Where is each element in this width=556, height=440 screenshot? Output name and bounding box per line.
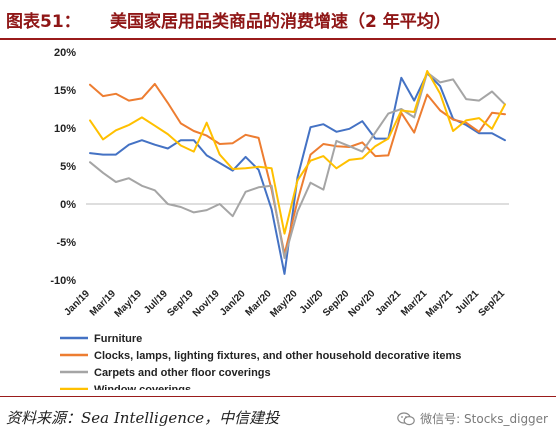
wechat-icon [397,411,415,425]
legend-label: Carpets and other floor coverings [94,367,271,379]
x-tick-label: Sep/21 [477,288,508,319]
series-line-1 [89,72,506,275]
x-tick-label: May/19 [113,288,145,320]
y-tick-label: 10% [54,123,76,135]
watermark: 微信号: Stocks_digger [397,410,548,427]
x-tick-label: Nov/20 [346,288,377,319]
y-tick-label: 20% [54,47,76,59]
legend: Furniture Clocks, lamps, lighting fixture… [60,333,461,390]
x-tick-label: Sep/20 [321,288,352,319]
figure-title-bar: 图表51： 美国家居用品类商品的消费增速（2 年平均） [0,0,556,40]
x-tick-label: Sep/19 [165,288,196,319]
figure-label: 图表51： [6,12,81,32]
series-line-3 [89,71,506,259]
x-tick-label: Jan/19 [62,288,92,318]
y-tick-label: 5% [60,161,76,173]
x-tick-label: May/20 [268,288,300,320]
source-note: 资料来源：Sea Intelligence，中信建投 [6,409,280,427]
x-tick-label: Jan/21 [374,288,404,318]
y-tick-label: 15% [54,85,76,97]
y-axis: 20% 15% 10% 5% 0% -5% -10% [50,47,76,287]
y-tick-label: -5% [56,237,76,249]
line-chart: 20%15%10%5%0%-5%-10% Jan/19Mar/19May/19J… [50,47,509,390]
series-lines [89,70,506,275]
legend-label: Window coverings [94,384,191,390]
series-line-2 [89,82,506,256]
y-tick-label: -10% [50,275,76,287]
x-tick-label: Jan/20 [218,288,248,318]
legend-label: Furniture [94,333,142,345]
legend-label: Clocks, lamps, lighting fixtures, and ot… [94,350,461,362]
figure-title: 美国家居用品类商品的消费增速（2 年平均） [110,12,451,32]
series-line-4 [89,70,506,235]
watermark-text: 微信号: Stocks_digger [420,412,548,426]
x-tick-label: Nov/19 [191,288,222,319]
source-bar: 资料来源：Sea Intelligence，中信建投 微信号: Stocks_d… [0,396,556,440]
x-tick-label: May/21 [424,288,456,320]
y-tick-label: 0% [60,199,76,211]
